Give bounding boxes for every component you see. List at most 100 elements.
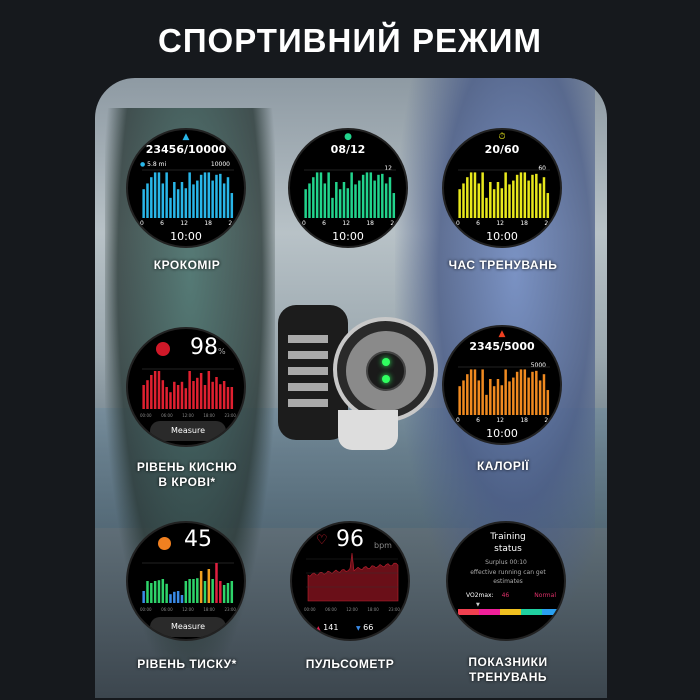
chart-bar bbox=[500, 385, 504, 415]
watch-time: 10:00 bbox=[486, 427, 518, 440]
scale-segment bbox=[479, 609, 500, 615]
heart-rate-chart bbox=[306, 552, 399, 602]
chart-bar bbox=[392, 193, 396, 218]
x-tick-label: 12 bbox=[180, 220, 188, 227]
chart-bar bbox=[180, 182, 184, 218]
scale-segment bbox=[500, 609, 521, 615]
vo2max-value: 46 bbox=[501, 592, 510, 599]
pressure-value: 45 bbox=[184, 527, 212, 552]
chart-bar bbox=[150, 375, 153, 409]
chart-bar bbox=[169, 594, 172, 603]
calories-value: 2345/5000 bbox=[469, 340, 535, 353]
chart-bar bbox=[489, 182, 492, 218]
chart-bar bbox=[146, 380, 149, 409]
training-description: effective running can get estimates bbox=[470, 569, 546, 585]
chart-bar bbox=[169, 392, 172, 409]
x-tick-label: 12 bbox=[496, 417, 504, 424]
chart-bar bbox=[196, 578, 199, 603]
watch-face-training-status: Training status Surplus 00:10 effective … bbox=[446, 521, 566, 641]
watch-face-activity: ● 08/12 12 0 6 12 18 24 10:00 bbox=[288, 128, 408, 248]
chart-bar bbox=[477, 380, 481, 415]
chart-bar bbox=[304, 189, 307, 218]
chart-bar bbox=[184, 581, 188, 603]
x-tick-label: 6 bbox=[476, 220, 480, 227]
heart-rate-value: 96 bbox=[336, 527, 364, 552]
chart-bar bbox=[203, 581, 207, 603]
scale-pointer-icon: ▼ bbox=[476, 602, 480, 608]
chart-bar bbox=[469, 172, 473, 218]
chart-bar bbox=[222, 183, 226, 218]
chart-bar bbox=[226, 387, 230, 409]
chart-bar bbox=[150, 583, 153, 603]
pressure-icon bbox=[158, 537, 171, 550]
chart-bar bbox=[192, 184, 195, 218]
chart-bar bbox=[176, 591, 180, 603]
oxygen-number: 98 bbox=[190, 335, 218, 360]
label-steps: КРОКОМІР bbox=[153, 258, 221, 272]
x-tick-label: 18 bbox=[366, 220, 374, 227]
chart-bar bbox=[388, 177, 392, 218]
chart-bar bbox=[512, 377, 515, 415]
steps-value: 23456/10000 bbox=[145, 143, 227, 156]
chart-bar bbox=[458, 189, 461, 218]
chart-bar bbox=[184, 388, 188, 409]
chart-bar bbox=[500, 188, 504, 218]
chart-bar bbox=[199, 174, 203, 218]
chart-bar bbox=[230, 581, 234, 603]
watch-time: 10:00 bbox=[486, 230, 518, 243]
chart-bar bbox=[207, 371, 211, 409]
chart-bar bbox=[319, 172, 323, 218]
heart-rate-area bbox=[307, 552, 399, 602]
x-tick-label: 24 bbox=[228, 220, 236, 227]
chart-bar bbox=[142, 189, 145, 218]
chart-bar bbox=[188, 579, 191, 603]
chart-bar bbox=[350, 172, 353, 218]
distance-value: 5.8 mi bbox=[147, 161, 167, 168]
chart-bar bbox=[146, 183, 149, 218]
x-tick-label: 12 bbox=[342, 220, 350, 227]
chart-bar bbox=[473, 172, 477, 218]
oxygen-chart bbox=[142, 368, 234, 409]
oxygen-icon bbox=[156, 342, 170, 356]
x-tick-label: 12:00 bbox=[346, 607, 358, 612]
chart-bar bbox=[462, 380, 465, 415]
measure-button[interactable]: Measure bbox=[150, 421, 226, 441]
chart-bar bbox=[230, 387, 234, 409]
chart-bar bbox=[308, 183, 311, 218]
chart-bar bbox=[153, 581, 157, 603]
chart-bar bbox=[165, 172, 168, 218]
arrow-up-icon: ▲ bbox=[316, 625, 321, 632]
x-tick-label: 0 bbox=[140, 220, 144, 227]
x-axis-ticks: 0 6 12 18 24 bbox=[140, 220, 236, 227]
chart-bar bbox=[153, 172, 157, 218]
chart-bar bbox=[531, 371, 534, 415]
x-tick-label: 18 bbox=[204, 220, 212, 227]
chart-bar bbox=[176, 189, 180, 218]
calories-max: 5000 bbox=[530, 362, 546, 369]
chart-bar bbox=[523, 172, 527, 218]
chart-bar bbox=[504, 172, 507, 218]
chart-bar bbox=[342, 182, 346, 218]
watch-face-heart-rate: ♡ 96 bpm 00:00 06:00 12:00 18:00 23:00 ▲ 141… bbox=[290, 521, 410, 641]
x-axis-ticks: 00:00 06:00 12:00 18:00 23:00 bbox=[304, 607, 400, 612]
x-tick-label: 18:00 bbox=[203, 413, 215, 418]
x-tick-label: 06:00 bbox=[161, 607, 173, 612]
chart-bar bbox=[542, 374, 546, 415]
x-tick-label: 23:00 bbox=[388, 607, 400, 612]
chart-bar bbox=[546, 390, 550, 415]
chart-bar bbox=[173, 182, 176, 218]
chart-bar bbox=[466, 177, 469, 218]
chart-bar bbox=[192, 381, 195, 409]
chart-bar bbox=[462, 183, 465, 218]
measure-button[interactable]: Measure bbox=[150, 617, 226, 637]
chart-bar bbox=[315, 172, 319, 218]
location-pin-icon: ● bbox=[140, 161, 146, 168]
chart-bar bbox=[512, 180, 515, 218]
label-heart-rate: ПУЛЬСОМЕТР bbox=[305, 657, 395, 671]
watch-face-training-time: ⏱ 20/60 60 0 6 12 18 24 10:00 bbox=[442, 128, 562, 248]
chart-bar bbox=[196, 180, 199, 218]
x-tick-label: 06:00 bbox=[161, 413, 173, 418]
chart-bar bbox=[373, 180, 376, 218]
label-pressure: РІВЕНЬ ТИСКУ* bbox=[137, 657, 237, 671]
chart-bar bbox=[165, 583, 168, 603]
